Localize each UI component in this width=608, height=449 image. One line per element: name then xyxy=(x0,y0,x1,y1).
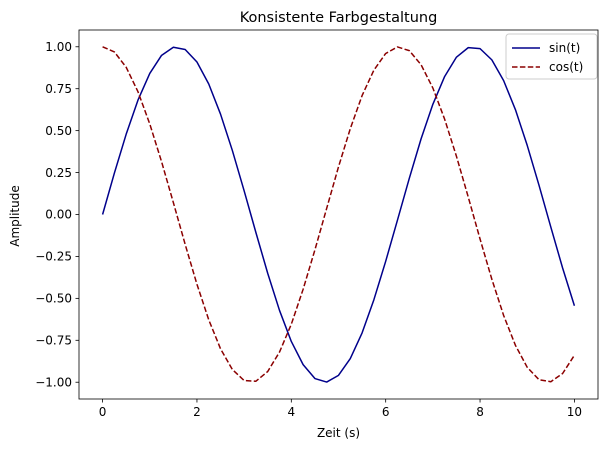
x-tick-label: 10 xyxy=(567,405,582,419)
y-tick-label: 0.00 xyxy=(45,208,72,222)
chart-title: Konsistente Farbgestaltung xyxy=(240,10,438,26)
series-line-cos xyxy=(102,46,576,383)
y-tick-label: 1.00 xyxy=(45,40,72,54)
axes-layer: 0 2 4 6 8 10 −1.00 −0.75 −0.50 −0.25 0.00 0.25 0.50 0… xyxy=(35,29,599,419)
y-tick-label: 0.50 xyxy=(45,124,72,138)
y-tick-label: −0.75 xyxy=(35,333,72,347)
x-axis-label: Zeit (s) xyxy=(317,426,360,440)
x-tick-label: 0 xyxy=(99,405,107,419)
y-tick-label: −0.50 xyxy=(35,292,72,306)
y-tick-label: 0.25 xyxy=(45,166,72,180)
x-tick-label: 2 xyxy=(193,405,201,419)
series-line-sin xyxy=(101,46,576,383)
legend: sin(t) cos(t) xyxy=(505,33,598,80)
y-tick-label: −0.25 xyxy=(35,250,72,264)
x-tick-label: 8 xyxy=(476,405,484,419)
y-tick-label: 0.75 xyxy=(45,82,72,96)
y-tick-label: −1.00 xyxy=(35,375,72,389)
x-tick-label: 6 xyxy=(382,405,390,419)
legend-label-cos: cos(t) xyxy=(549,60,583,74)
x-tick-label: 4 xyxy=(287,405,295,419)
plot-background xyxy=(79,30,598,399)
y-axis-label: Amplitude xyxy=(8,185,22,247)
plot-area xyxy=(79,30,598,399)
series-layer xyxy=(101,46,576,383)
legend-label-sin: sin(t) xyxy=(549,41,580,55)
